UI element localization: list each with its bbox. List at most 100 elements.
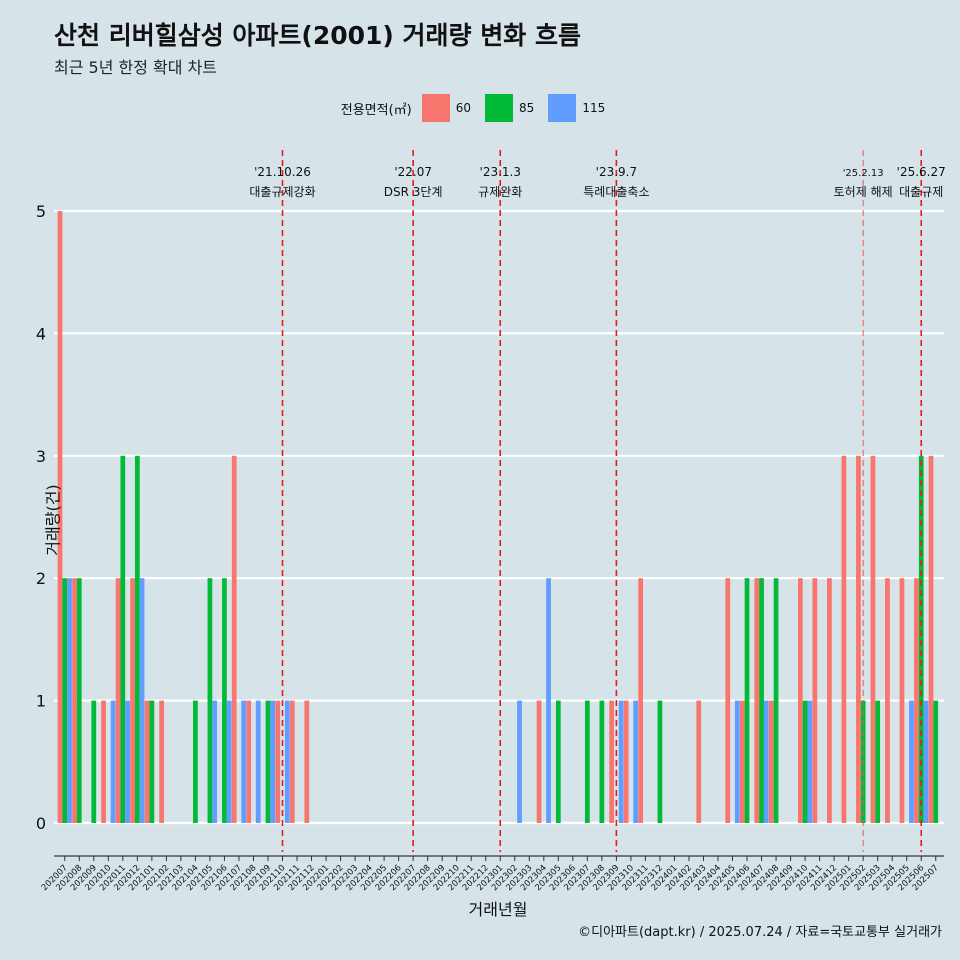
bar-115-202010 [110, 700, 116, 823]
bar-60-202011 [115, 578, 121, 823]
bar-85-202506 [918, 455, 924, 823]
bar-85-202106 [222, 578, 227, 823]
bar-60-202502 [856, 455, 861, 823]
bar-85-202408 [773, 578, 779, 823]
bar-60-202304 [536, 700, 542, 823]
bar-60-202504 [885, 578, 890, 823]
bar-60-202506 [914, 578, 919, 823]
bar-60-202410 [797, 578, 803, 823]
bar-60-202503 [870, 455, 876, 823]
bar-60-202309 [609, 700, 615, 823]
bar-60-202310 [623, 700, 629, 823]
legend-label-115: 115 [582, 101, 606, 115]
bar-115-202309 [618, 700, 624, 823]
bar-60-202501 [841, 455, 847, 823]
event-date-202301: '23.1.3 [480, 165, 521, 179]
bar-85-202008 [76, 578, 82, 823]
bar-60-202507 [928, 455, 934, 823]
bar-85-202012 [134, 455, 140, 823]
event-label-202506: 대출규제 [899, 185, 943, 199]
bar-85-202007 [62, 578, 68, 823]
bar-85-202305 [555, 700, 561, 823]
bar-60-202405 [725, 578, 731, 823]
event-date-202207: '22.07 [394, 165, 432, 179]
chart-subtitle: 최근 5년 한정 확대 차트 [54, 58, 218, 77]
bar-115-202405 [734, 700, 740, 823]
event-label-202207: DSR 3단계 [384, 185, 443, 199]
bar-60-202010 [101, 700, 106, 823]
legend-title: 전용면적(㎡) [340, 102, 412, 118]
y-tick-label-3: 3 [36, 447, 46, 466]
y-tick-label-0: 0 [36, 814, 46, 833]
bar-60-202411 [812, 578, 818, 823]
bar-85-202407 [759, 578, 764, 823]
bar-115-202105 [212, 700, 218, 823]
event-label-202502: 토허제 해제 [834, 185, 893, 199]
bar-60-202110 [275, 700, 281, 823]
legend-label-85: 85 [519, 101, 535, 115]
bar-115-202302 [517, 700, 522, 823]
bar-115-202012 [139, 578, 145, 823]
legend-item-60: 60 [421, 94, 477, 122]
bar-60-202008 [72, 578, 77, 823]
chart-title: 산천 리버힐삼성 아파트(2001) 거래량 변화 흐름 [54, 21, 581, 50]
event-label-202110: 대출규제강화 [249, 185, 315, 199]
bar-85-202105 [207, 578, 213, 823]
x-axis-label: 거래년월 [468, 900, 528, 919]
bar-60-202408 [768, 700, 774, 823]
event-date-202309: '23.9.7 [596, 165, 637, 179]
bar-85-202009 [91, 700, 97, 823]
event-label-202301: 규제완화 [478, 185, 522, 199]
bar-60-202101 [144, 700, 150, 823]
bar-85-202307 [584, 700, 590, 823]
bar-115-202108 [255, 700, 261, 823]
bar-115-202110 [284, 700, 290, 823]
event-date-202506: '25.6.27 [897, 165, 946, 179]
y-axis-label: 거래량(건) [43, 484, 63, 556]
bar-85-202312 [657, 700, 663, 823]
bar-115-202410 [807, 700, 813, 823]
y-tick-label-4: 4 [36, 324, 46, 343]
bar-115-202011 [125, 700, 130, 823]
legend-swatch-60 [421, 94, 450, 122]
bar-115-202109 [270, 700, 276, 823]
bar-60-202406 [739, 700, 745, 823]
bar-60-202407 [754, 578, 760, 823]
bar-115-202106 [226, 700, 232, 823]
y-tick-label-5: 5 [36, 202, 46, 221]
bar-85-202503 [875, 700, 881, 823]
event-date-202110: '21.10.26 [254, 165, 311, 179]
legend-swatch-115 [548, 94, 577, 122]
legend: 전용면적(㎡) 60 85 115 [0, 92, 960, 124]
bar-60-202007 [57, 211, 63, 823]
bar-60-202111 [289, 700, 295, 823]
bar-60-202112 [304, 700, 310, 823]
bar-115-202505 [909, 700, 914, 823]
bar-85-202507 [933, 700, 939, 823]
bar-60-202505 [899, 578, 905, 823]
legend-swatch-85 [485, 94, 514, 122]
bar-85-202410 [802, 700, 808, 823]
bar-115-202407 [763, 700, 769, 823]
source-caption: ©디아파트(dapt.kr) / 2025.07.24 / 자료=국토교통부 실… [578, 925, 942, 940]
event-label-202309: 특례대출축소 [583, 185, 649, 199]
bar-60-202108 [246, 700, 252, 823]
y-tick-label-2: 2 [36, 569, 46, 588]
bar-60-202102 [159, 700, 165, 823]
event-date-202502: '25.2.13 [843, 168, 884, 179]
bar-85-202308 [599, 700, 605, 823]
bar-60-202403 [696, 700, 702, 823]
bar-60-202311 [638, 578, 644, 823]
bar-115-202310 [633, 700, 639, 823]
legend-label-60: 60 [455, 101, 472, 115]
bar-60-202412 [827, 578, 832, 823]
bar-115-202107 [241, 700, 247, 823]
bar-115-202007 [67, 578, 72, 823]
bar-115-202506 [923, 700, 929, 823]
bar-60-202012 [130, 578, 135, 823]
bar-85-202104 [193, 700, 198, 823]
bar-85-202109 [265, 700, 271, 823]
bar-85-202406 [744, 578, 750, 823]
y-tick-label-1: 1 [36, 692, 46, 711]
